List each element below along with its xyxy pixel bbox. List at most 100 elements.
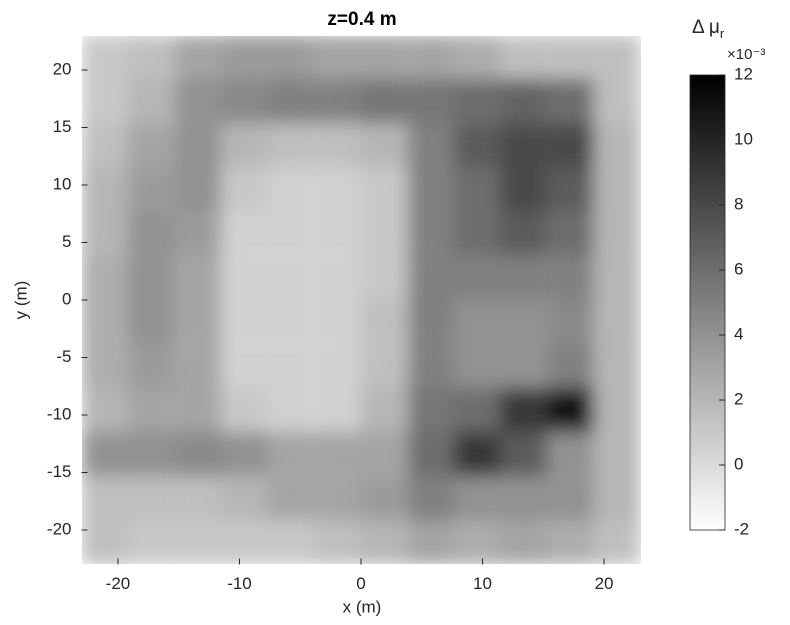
heatmap-cell <box>220 36 268 80</box>
heatmap-cell <box>127 167 175 212</box>
heatmap-cell <box>127 476 175 522</box>
colorbar-tick-label: 6 <box>734 259 743 278</box>
heatmap-cell <box>220 78 268 124</box>
heatmap-cell <box>266 210 315 256</box>
heatmap-cell <box>266 520 315 564</box>
heatmap-cell <box>174 123 222 169</box>
y-axis-label: y (m) <box>11 281 30 320</box>
heatmap-cell <box>174 388 222 433</box>
heatmap-cell <box>266 123 315 169</box>
x-tick-label: 0 <box>356 574 365 593</box>
heatmap-cell <box>500 123 548 169</box>
heatmap-cell <box>593 36 641 80</box>
y-tick-label: -15 <box>47 462 72 481</box>
heatmap-cell <box>593 299 641 345</box>
heatmap-cell <box>174 36 222 80</box>
heatmap-cell <box>454 520 502 564</box>
heatmap-cell <box>500 210 548 256</box>
heatmap-cell <box>174 210 222 256</box>
heatmap-cell <box>500 520 548 564</box>
x-tick-label: 10 <box>473 574 492 593</box>
heatmap-cell <box>127 36 175 80</box>
heatmap-cell <box>500 255 548 301</box>
colorbar-tick-label: -2 <box>734 519 749 538</box>
heatmap-cell <box>593 388 641 433</box>
colorbar-tick-label: 0 <box>734 454 743 473</box>
heatmap-cell <box>314 388 362 433</box>
heatmap-cell <box>547 388 595 433</box>
colorbar-tick-label: 4 <box>734 324 743 343</box>
heatmap-cell <box>407 299 456 345</box>
heatmap-cell <box>407 78 456 124</box>
heatmap-cell <box>266 167 315 212</box>
heatmap-image <box>82 36 641 564</box>
heatmap-cell <box>174 78 222 124</box>
heatmap-cell <box>547 520 595 564</box>
heatmap-cell <box>127 431 175 477</box>
heatmap-cell <box>454 123 502 169</box>
heatmap-cell <box>82 431 129 477</box>
heatmap-cell <box>127 78 175 124</box>
heatmap-cell <box>593 123 641 169</box>
heatmap-cell <box>360 344 408 390</box>
heatmap-cell <box>82 210 129 256</box>
x-axis-label: x (m) <box>343 597 382 616</box>
heatmap-cell <box>82 36 129 80</box>
heatmap-cell <box>407 255 456 301</box>
heatmap-cell <box>500 299 548 345</box>
heatmap-cell <box>407 123 456 169</box>
heatmap-cell <box>593 210 641 256</box>
heatmap-cell <box>454 344 502 390</box>
heatmap-cell <box>360 520 408 564</box>
heatmap-cell <box>360 167 408 212</box>
heatmap-cell <box>220 210 268 256</box>
heatmap-cell <box>547 167 595 212</box>
heatmap-cell <box>266 344 315 390</box>
heatmap-cell <box>360 431 408 477</box>
heatmap-cell <box>127 299 175 345</box>
heatmap-cell <box>547 78 595 124</box>
heatmap-cell <box>500 388 548 433</box>
heatmap-cell <box>593 431 641 477</box>
heatmap-cell <box>500 344 548 390</box>
heatmap-cell <box>314 78 362 124</box>
heatmap-cell <box>547 210 595 256</box>
heatmap-cell <box>220 167 268 212</box>
heatmap-cell <box>174 520 222 564</box>
heatmap-cell <box>220 123 268 169</box>
heatmap-cell <box>360 36 408 80</box>
y-tick-label: -5 <box>56 347 71 366</box>
heatmap-cell <box>407 476 456 522</box>
heatmap-cell <box>360 123 408 169</box>
heatmap-cell <box>454 431 502 477</box>
heatmap-cell <box>407 210 456 256</box>
heatmap-cell <box>500 167 548 212</box>
heatmap-cell <box>314 36 362 80</box>
colorbar-scale: ×10⁻³ <box>727 46 765 63</box>
heatmap-cell <box>314 167 362 212</box>
heatmap-cell <box>407 388 456 433</box>
heatmap-cell <box>314 210 362 256</box>
y-tick-label: -10 <box>47 404 72 423</box>
heatmap-cell <box>266 78 315 124</box>
heatmap-cell <box>360 255 408 301</box>
heatmap-cell <box>547 431 595 477</box>
y-tick-label: 0 <box>62 289 71 308</box>
heatmap-cell <box>500 476 548 522</box>
heatmap-cell <box>360 78 408 124</box>
heatmap-cell <box>220 344 268 390</box>
heatmap-cell <box>454 388 502 433</box>
heatmap-cell <box>360 210 408 256</box>
y-tick-label: 10 <box>53 174 72 193</box>
heatmap-cell <box>593 255 641 301</box>
colorbar-tick-label: 10 <box>734 129 753 148</box>
colorbar <box>689 74 726 531</box>
heatmap-cell <box>127 210 175 256</box>
heatmap-cell <box>314 255 362 301</box>
heatmap-cell <box>547 476 595 522</box>
heatmap-cell <box>314 431 362 477</box>
heatmap-cell <box>82 344 129 390</box>
heatmap-cell <box>127 520 175 564</box>
heatmap-cell <box>547 344 595 390</box>
heatmap-cell <box>82 299 129 345</box>
